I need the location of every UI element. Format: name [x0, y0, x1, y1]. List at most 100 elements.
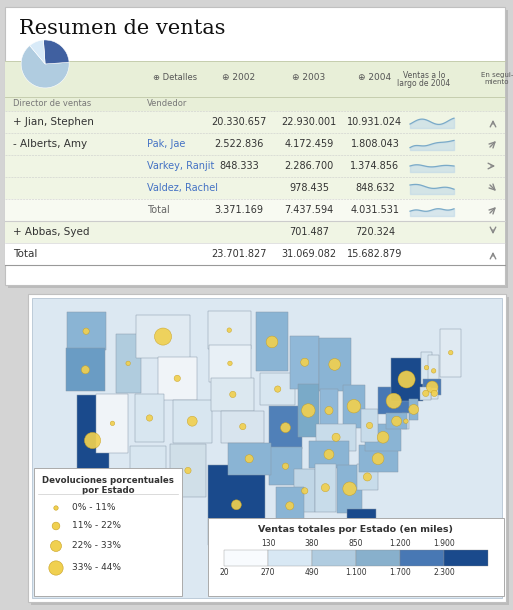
Text: 22.930.001: 22.930.001 — [281, 117, 337, 127]
Bar — [290, 336, 319, 389]
Circle shape — [343, 482, 357, 495]
Text: 31.069.082: 31.069.082 — [282, 249, 337, 259]
Bar — [32, 298, 502, 598]
Bar — [444, 550, 488, 566]
Circle shape — [227, 328, 231, 332]
Bar — [337, 465, 362, 513]
Circle shape — [185, 467, 191, 473]
Bar — [256, 312, 288, 371]
Bar — [356, 550, 400, 566]
Text: 33% - 44%: 33% - 44% — [72, 564, 121, 573]
Bar — [269, 406, 302, 449]
Circle shape — [301, 358, 309, 367]
Bar — [209, 345, 251, 382]
Bar — [5, 177, 505, 199]
Bar — [173, 400, 212, 443]
Text: 11% - 22%: 11% - 22% — [72, 522, 121, 531]
Text: 22% - 33%: 22% - 33% — [72, 542, 121, 550]
Text: 270: 270 — [261, 568, 275, 577]
Circle shape — [231, 500, 241, 510]
Text: 7.437.594: 7.437.594 — [284, 205, 333, 215]
Text: + Jian, Stephen: + Jian, Stephen — [13, 117, 94, 127]
Text: En segui-
miento: En segui- miento — [481, 73, 513, 85]
Bar — [66, 348, 105, 391]
Bar — [317, 424, 356, 451]
Bar — [208, 518, 504, 596]
Wedge shape — [21, 46, 69, 88]
Circle shape — [83, 328, 89, 334]
Text: ⊕ Detalles: ⊕ Detalles — [153, 73, 197, 82]
Text: Director de ventas: Director de ventas — [13, 99, 91, 109]
Text: por Estado: por Estado — [82, 486, 134, 495]
Circle shape — [332, 433, 340, 442]
Circle shape — [302, 404, 315, 417]
Circle shape — [404, 419, 408, 423]
Bar — [314, 464, 336, 512]
Bar — [431, 388, 438, 399]
Text: largo de 2004: largo de 2004 — [398, 79, 450, 87]
Text: 15.682.879: 15.682.879 — [347, 249, 403, 259]
Text: 720.324: 720.324 — [355, 227, 395, 237]
Bar — [222, 411, 264, 443]
Text: 20.330.657: 20.330.657 — [211, 117, 267, 127]
Circle shape — [54, 506, 58, 510]
Circle shape — [423, 390, 429, 397]
Bar — [421, 387, 431, 400]
Text: 701.487: 701.487 — [289, 227, 329, 237]
Circle shape — [372, 453, 384, 465]
Circle shape — [286, 502, 294, 510]
Bar — [423, 379, 441, 395]
Bar — [96, 394, 128, 453]
Bar — [309, 441, 348, 468]
Text: 10.931.024: 10.931.024 — [347, 117, 403, 127]
Circle shape — [398, 371, 415, 388]
Bar — [319, 338, 351, 391]
Bar — [402, 413, 409, 429]
Bar — [5, 97, 505, 111]
Circle shape — [431, 368, 436, 373]
Circle shape — [240, 423, 246, 429]
Circle shape — [448, 350, 453, 355]
Circle shape — [325, 406, 333, 415]
Bar — [357, 464, 378, 490]
Bar — [361, 409, 379, 442]
Bar — [390, 358, 423, 401]
Circle shape — [126, 361, 130, 365]
Circle shape — [82, 366, 89, 374]
Text: 2.286.700: 2.286.700 — [284, 161, 333, 171]
Bar — [224, 550, 268, 566]
Text: 490: 490 — [305, 568, 319, 577]
Circle shape — [154, 328, 171, 345]
Text: Resumen de ventas: Resumen de ventas — [19, 19, 226, 38]
Text: Total: Total — [13, 249, 37, 259]
Bar — [320, 389, 338, 432]
Bar — [211, 378, 254, 411]
Circle shape — [321, 484, 329, 492]
Text: Valdez, Rachel: Valdez, Rachel — [147, 183, 218, 193]
Bar — [386, 413, 407, 429]
Bar — [275, 487, 304, 525]
Bar — [5, 111, 505, 133]
Text: ⊕ 2003: ⊕ 2003 — [292, 73, 326, 82]
Circle shape — [49, 561, 63, 575]
Circle shape — [377, 431, 389, 443]
Circle shape — [386, 393, 401, 409]
Bar — [228, 443, 270, 475]
Text: 1.900: 1.900 — [433, 539, 455, 548]
Circle shape — [426, 381, 438, 393]
Text: Vendedor: Vendedor — [147, 99, 187, 109]
Bar — [5, 243, 505, 265]
Bar — [269, 448, 302, 485]
Text: Pak, Jae: Pak, Jae — [147, 139, 185, 149]
Text: 2.300: 2.300 — [433, 568, 455, 577]
Bar — [130, 446, 166, 500]
Text: 4.172.459: 4.172.459 — [284, 139, 333, 149]
Bar — [365, 424, 401, 451]
Bar — [170, 443, 206, 497]
Text: Ventas a lo: Ventas a lo — [403, 71, 445, 79]
Circle shape — [146, 415, 153, 421]
Wedge shape — [30, 40, 45, 64]
Bar — [157, 357, 197, 400]
Text: 978.435: 978.435 — [289, 183, 329, 193]
Bar — [378, 387, 410, 414]
